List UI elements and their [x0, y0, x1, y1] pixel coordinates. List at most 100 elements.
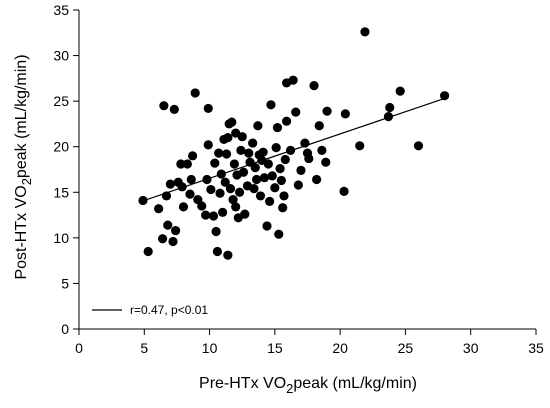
- legend-label: r=0.47, p<0.01: [130, 303, 208, 317]
- data-point: [138, 195, 148, 206]
- data-point: [262, 221, 272, 231]
- data-point: [255, 191, 266, 201]
- data-point: [440, 91, 450, 101]
- data-point: [163, 220, 173, 230]
- data-point: [187, 151, 198, 161]
- data-point: [168, 236, 178, 247]
- data-point: [221, 149, 232, 159]
- x-axis-title-part-1: Pre-HTx VO: [199, 375, 286, 392]
- data-point: [231, 202, 241, 212]
- data-point: [171, 225, 181, 236]
- data-point: [211, 226, 221, 237]
- data-point: [185, 189, 195, 199]
- data-point: [253, 121, 263, 131]
- data-point: [278, 203, 288, 213]
- data-point: [237, 132, 247, 142]
- data-point: [186, 174, 196, 185]
- y-tick-label: 0: [61, 321, 69, 337]
- data-point: [249, 184, 259, 194]
- data-point: [339, 186, 349, 196]
- data-point: [317, 145, 327, 155]
- data-point: [190, 88, 200, 98]
- x-tick-label: 10: [202, 340, 218, 356]
- data-point: [227, 117, 237, 127]
- regression-line: [144, 97, 445, 202]
- y-tick-label: 35: [53, 2, 69, 18]
- data-point: [280, 154, 290, 165]
- y-tick-label: 20: [53, 139, 69, 155]
- data-point: [312, 174, 322, 185]
- data-point: [355, 141, 365, 151]
- data-point: [154, 204, 164, 214]
- data-point: [236, 145, 246, 155]
- data-point: [229, 159, 239, 169]
- y-axis-title-part-1: Post-HTx VO: [13, 185, 30, 279]
- x-tick-label: 20: [332, 340, 348, 356]
- data-point: [413, 141, 424, 151]
- data-point: [258, 147, 268, 157]
- data-point: [225, 184, 236, 194]
- data-point: [220, 177, 230, 187]
- x-tick-label: 0: [75, 340, 83, 356]
- data-point: [228, 194, 238, 205]
- y-axis-title: Post-HTx VO2peak (mL/kg/min): [13, 54, 34, 279]
- data-point: [314, 121, 324, 131]
- data-point: [291, 107, 301, 117]
- data-point: [212, 246, 223, 257]
- data-point: [203, 103, 213, 114]
- legend: r=0.47, p<0.01: [92, 303, 208, 317]
- x-tick-label: 35: [528, 340, 544, 356]
- data-point: [165, 179, 175, 189]
- data-point: [244, 148, 254, 158]
- data-point: [157, 234, 168, 244]
- data-point: [250, 163, 260, 173]
- data-point: [275, 163, 285, 174]
- data-point: [251, 174, 262, 185]
- x-axis-title-part-2: peak (mL/kg/min): [293, 375, 417, 392]
- y-tick-label: 5: [61, 275, 69, 291]
- data-point: [296, 165, 306, 176]
- data-point: [182, 159, 192, 169]
- data-point: [276, 175, 286, 186]
- data-point: [238, 167, 249, 177]
- x-tick-label: 25: [398, 340, 414, 356]
- data-point: [235, 187, 245, 197]
- data-point: [279, 191, 289, 201]
- data-point: [395, 86, 405, 96]
- data-point: [321, 157, 331, 167]
- data-point: [272, 122, 283, 133]
- data-point: [201, 210, 211, 220]
- x-tick-label: 15: [267, 340, 283, 356]
- y-axis-title-subscript: 2: [19, 178, 34, 185]
- data-point: [223, 133, 233, 143]
- data-point: [271, 143, 281, 153]
- data-point: [210, 158, 220, 168]
- data-point: [322, 106, 332, 116]
- data-point: [360, 27, 370, 37]
- data-point: [176, 159, 186, 169]
- data-points: [138, 27, 450, 260]
- y-tick-label: 10: [53, 230, 69, 246]
- data-point: [265, 196, 275, 206]
- data-point: [215, 188, 225, 198]
- data-point: [385, 102, 395, 113]
- data-point: [274, 229, 284, 239]
- data-point: [383, 112, 394, 122]
- data-point: [208, 211, 219, 221]
- data-point: [282, 116, 292, 126]
- data-point: [259, 173, 270, 183]
- data-point: [266, 100, 276, 110]
- data-point: [169, 104, 179, 114]
- data-point: [218, 207, 228, 217]
- x-tick-label: 30: [463, 340, 479, 356]
- data-point: [293, 180, 303, 190]
- data-point: [309, 81, 319, 91]
- data-point: [270, 183, 280, 193]
- axes: 0 5 10 15 20 25 30 35 0 5 10 15 20 25 30 35: [53, 2, 544, 356]
- y-axis-title-part-2: peak (mL/kg/min): [13, 54, 30, 178]
- data-point: [263, 159, 273, 169]
- data-point: [248, 138, 258, 148]
- data-point: [203, 140, 213, 150]
